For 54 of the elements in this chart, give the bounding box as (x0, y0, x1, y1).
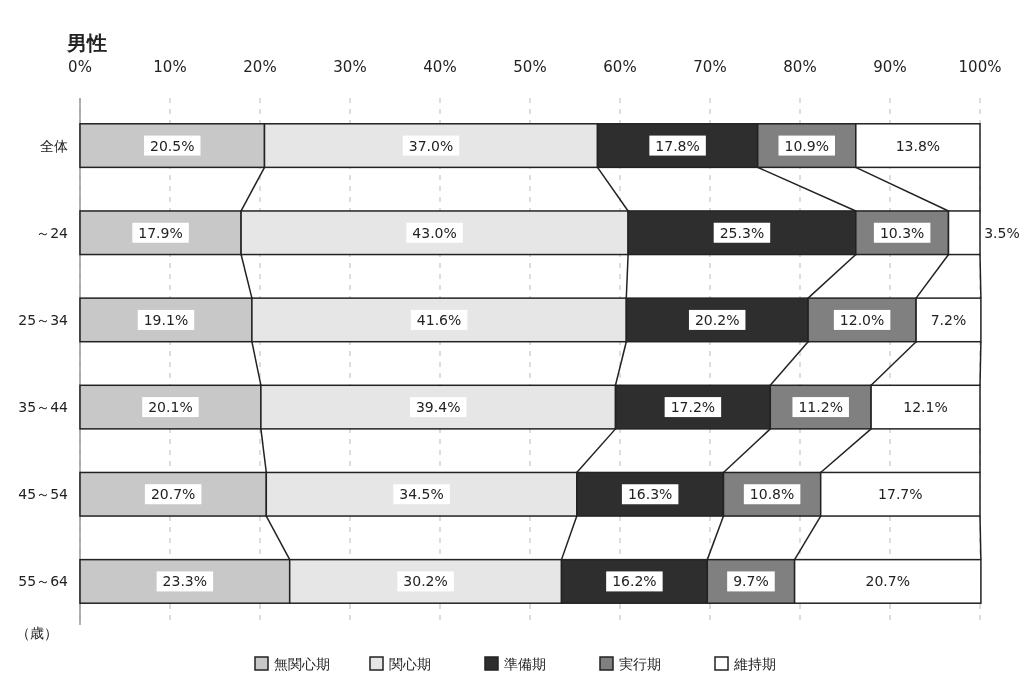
y-tick-label: 35～44 (18, 399, 69, 416)
x-tick-label: 40% (423, 58, 457, 76)
y-axis-title: （歳） (16, 625, 58, 641)
y-tick-label: ～24 (36, 224, 69, 241)
x-tick-label: 80% (783, 58, 817, 76)
chart-title: 男性 (66, 31, 107, 55)
x-tick-label: 60% (603, 58, 637, 76)
data-label: 17.9% (138, 224, 183, 241)
data-label: 34.5% (399, 486, 444, 503)
data-label: 11.2% (798, 399, 843, 416)
y-tick-label: 25～34 (18, 311, 69, 328)
data-label: 7.2% (930, 311, 967, 328)
data-label: 12.1% (903, 399, 948, 416)
x-tick-label: 0% (68, 58, 92, 76)
data-label: 3.5% (984, 224, 1020, 241)
data-label: 23.3% (162, 573, 208, 590)
data-label: 20.7% (865, 573, 910, 590)
y-tick-label: 全体 (40, 137, 68, 154)
legend-label: 実行期 (619, 656, 661, 672)
data-label: 10.3% (879, 224, 925, 241)
data-label: 17.2% (670, 399, 716, 416)
data-label: 30.2% (403, 573, 448, 590)
x-tick-label: 30% (333, 58, 367, 76)
data-label: 19.1% (143, 311, 189, 328)
data-label: 12.0% (839, 311, 885, 328)
data-label: 17.7% (878, 486, 923, 503)
data-label: 25.3% (719, 224, 765, 241)
data-label: 41.6% (416, 311, 462, 328)
data-label: 10.9% (784, 137, 829, 154)
x-tick-label: 100% (958, 58, 1002, 76)
data-label: 20.2% (694, 311, 740, 328)
x-tick-label: 70% (693, 58, 727, 76)
x-tick-label: 20% (243, 58, 277, 76)
y-tick-label: 55～64 (18, 573, 69, 590)
data-label: 16.3% (627, 486, 673, 503)
data-label: 16.2% (612, 573, 657, 590)
legend-label: 維持期 (733, 656, 776, 672)
legend-label: 関心期 (389, 656, 431, 672)
data-label: 20.1% (148, 399, 193, 416)
data-label: 17.8% (655, 137, 700, 154)
data-label: 9.7% (733, 573, 769, 590)
data-label: 20.7% (150, 486, 196, 503)
data-label: 10.8% (749, 486, 795, 503)
x-tick-label: 90% (873, 58, 907, 76)
legend-label: 無関心期 (274, 656, 330, 672)
data-label: 20.5% (150, 137, 195, 154)
x-tick-label: 10% (153, 58, 187, 76)
y-tick-label: 45～54 (18, 486, 69, 503)
legend-label: 準備期 (504, 656, 546, 672)
x-tick-label: 50% (513, 58, 547, 76)
data-label: 13.8% (895, 137, 941, 154)
data-label: 39.4% (415, 399, 461, 416)
data-label: 37.0% (408, 137, 454, 154)
data-label: 43.0% (412, 224, 457, 241)
